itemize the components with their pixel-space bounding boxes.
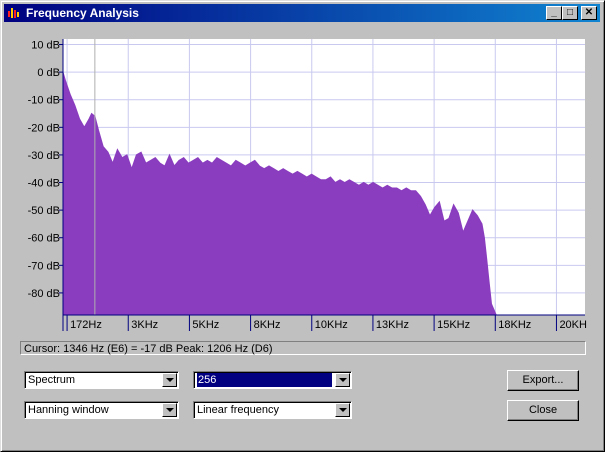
export-button[interactable]: Export... (507, 370, 579, 391)
y-tick-label: -70 dB (28, 260, 60, 272)
cursor-status: Cursor: 1346 Hz (E6) = -17 dB Peak: 1206… (20, 341, 586, 355)
maximize-button[interactable]: □ (562, 6, 578, 20)
x-tick-label: 18KHz (498, 319, 531, 331)
algorithm-select[interactable]: Spectrum (24, 371, 179, 389)
close-window-button[interactable]: ✕ (581, 6, 597, 20)
x-tick-label: 10KHz (315, 319, 348, 331)
spectrum-chart[interactable]: 10 dB 0 dB -10 dB -20 dB -30 dB -40 dB -50 dB -… (21, 37, 587, 334)
chevron-down-icon[interactable] (335, 403, 350, 417)
x-tick-label: 5KHz (192, 319, 219, 331)
window-title: Frequency Analysis (26, 6, 139, 20)
x-tick-label: 8KHz (254, 319, 281, 331)
x-tick-label: 13KHz (376, 319, 409, 331)
chevron-down-icon[interactable] (162, 373, 177, 387)
chevron-down-icon[interactable] (162, 403, 177, 417)
window-function-select[interactable]: Hanning window (24, 401, 179, 419)
axis-value: Linear frequency (197, 404, 279, 416)
window-function-value: Hanning window (28, 404, 109, 416)
x-tick-label: 172Hz (70, 319, 102, 331)
y-tick-label: -80 dB (28, 288, 60, 300)
y-tick-label: -10 dB (28, 95, 60, 107)
y-tick-label: 10 dB (31, 40, 60, 52)
spectrum-plot[interactable]: 10 dB 0 dB -10 dB -20 dB -30 dB -40 dB -50 dB -… (21, 37, 587, 334)
y-tick-label: 0 dB (37, 67, 60, 79)
chevron-down-icon[interactable] (335, 373, 350, 387)
algorithm-value: Spectrum (28, 374, 76, 386)
x-tick-label: 20KHz (559, 319, 587, 331)
x-tick-label: 3KHz (131, 319, 158, 331)
y-tick-label: -60 dB (28, 233, 60, 245)
size-select[interactable]: 256 (193, 371, 352, 389)
minimize-button[interactable]: _ (546, 6, 562, 20)
axis-select[interactable]: Linear frequency (193, 401, 352, 419)
y-tick-label: -20 dB (28, 122, 60, 134)
size-value: 256 (197, 373, 332, 387)
y-tick-label: -50 dB (28, 205, 60, 217)
y-tick-label: -40 dB (28, 178, 60, 190)
x-tick-label: 15KHz (437, 319, 470, 331)
audacity-app-icon (8, 8, 19, 18)
spectrum-area (62, 71, 585, 316)
close-button[interactable]: Close (507, 400, 579, 421)
y-tick-label: -30 dB (28, 150, 60, 162)
title-bar[interactable]: Frequency Analysis _ □ ✕ (4, 4, 600, 22)
